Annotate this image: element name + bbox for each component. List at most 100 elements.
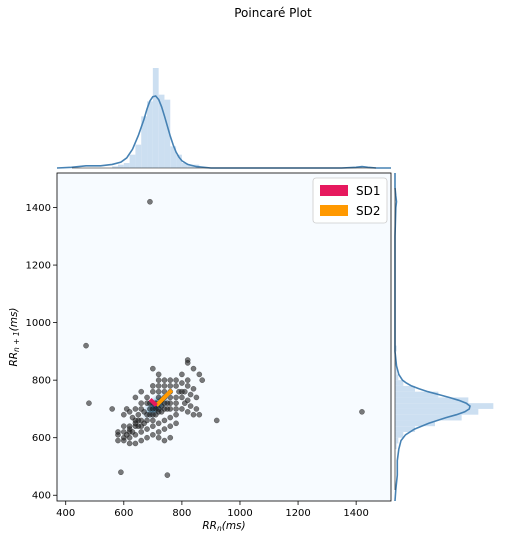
scatter-point [150, 411, 156, 418]
scatter-point [150, 406, 156, 412]
right-hist-bar [395, 345, 397, 352]
scatter-point [150, 383, 156, 389]
scatter-point [193, 406, 200, 412]
scatter-point [121, 423, 127, 429]
right-hist-bar [395, 374, 399, 381]
scatter-point [138, 400, 145, 406]
sd1-line [148, 397, 158, 407]
scatter-point [187, 391, 194, 398]
main-scatter-plot: 400 600 800 1000 1200 1400 400 600 800 1000 1200 1… [26, 172, 392, 519]
sd-lines [148, 388, 174, 407]
legend: SD1 SD2 [312, 177, 388, 224]
scatter-point [167, 414, 174, 421]
right-hist-bar [395, 414, 462, 421]
top-hist-bar [112, 166, 118, 168]
y-tick-label: 1200 [26, 261, 51, 272]
scatter-point [135, 411, 142, 418]
scatter-point [161, 437, 168, 444]
scatter-point [155, 394, 162, 401]
scatter-point [167, 377, 174, 383]
right-marginal-histogram [394, 173, 494, 502]
right-hist-bar [395, 443, 397, 450]
scatter-point [123, 432, 130, 438]
scatter-point [147, 198, 153, 205]
scatter-point [132, 420, 139, 427]
scatter-point [161, 383, 168, 389]
legend-swatch-sd2 [320, 205, 348, 216]
scatter-point [150, 365, 156, 372]
scatter-point [213, 417, 220, 424]
scatter-point [155, 434, 162, 441]
scatter-point [155, 383, 162, 389]
scatter-point [173, 406, 179, 412]
scatter-point [167, 423, 174, 429]
scatter-point [115, 429, 121, 435]
scatter-point [144, 411, 150, 418]
top-hist-bar [164, 99, 171, 168]
scatter-point [138, 429, 145, 435]
scatter-point [138, 406, 145, 412]
scatter-point [161, 377, 168, 383]
scatter-point [144, 426, 150, 432]
top-hist-bar [123, 163, 130, 168]
scatter-point [86, 400, 92, 406]
top-kde-line [56, 95, 391, 169]
scatter-point [173, 377, 179, 383]
scatter-point [83, 342, 89, 349]
scatter-point [155, 377, 162, 383]
scatter-point [123, 406, 130, 412]
x-tick-label: 600 [114, 508, 133, 519]
scatter-point [167, 394, 174, 401]
top-hist-bar [152, 68, 159, 168]
top-hist-bar [181, 163, 188, 168]
right-hist-bar [395, 437, 399, 444]
scatter-point [161, 417, 168, 424]
scatter-point [138, 437, 145, 444]
right-hist-bar [395, 420, 435, 427]
top-hist-bar [170, 146, 177, 168]
scatter-point [155, 420, 162, 427]
x-tick-label: 1200 [285, 508, 310, 519]
svg-text:RRn + 1(ms): RRn + 1(ms) [8, 307, 21, 366]
scatter-point [164, 472, 171, 478]
scatter-point [190, 411, 197, 418]
svg-text:RRn(ms): RRn(ms) [202, 520, 245, 533]
scatter-point [359, 409, 365, 415]
top-marginal-histogram [56, 68, 391, 169]
scatter-point [161, 388, 168, 395]
scatter-point [179, 406, 185, 412]
scatter-point [150, 432, 156, 438]
right-hist-bar [395, 431, 404, 438]
x-axis-ticks: 400 600 800 1000 1200 1400 [56, 501, 369, 519]
scatter-point [173, 411, 179, 418]
plot-frame [56, 172, 392, 502]
scatter-point [167, 406, 174, 412]
scatter-point [199, 377, 206, 383]
y-tick-label: 1000 [26, 318, 51, 329]
scatter-point [126, 423, 133, 429]
scatter-point [144, 417, 150, 424]
scatter-point [155, 429, 162, 435]
right-hist-bar [395, 397, 469, 404]
scatter-point [173, 400, 179, 406]
top-hist-bar [147, 101, 153, 168]
right-hist-bar [395, 391, 439, 398]
scatter-point [126, 440, 133, 447]
scatter-point [138, 388, 145, 395]
scatter-point [144, 394, 150, 401]
scatter-point [109, 406, 115, 412]
top-hist-bar [129, 154, 136, 168]
scatter-point [184, 397, 191, 404]
top-hist-bar [187, 164, 194, 168]
figure-title: Poincaré Plot [234, 6, 312, 20]
y-tick-label: 800 [32, 376, 51, 387]
y-tick-label: 1400 [26, 203, 51, 214]
scatter-point [184, 383, 191, 389]
right-hist-bar [395, 403, 494, 409]
scatter-point [132, 394, 139, 401]
scatter-point [132, 406, 139, 412]
y-axis-label: RRn + 1(ms) [8, 307, 21, 366]
top-hist-bar [135, 144, 142, 168]
scatter-point [121, 411, 127, 418]
